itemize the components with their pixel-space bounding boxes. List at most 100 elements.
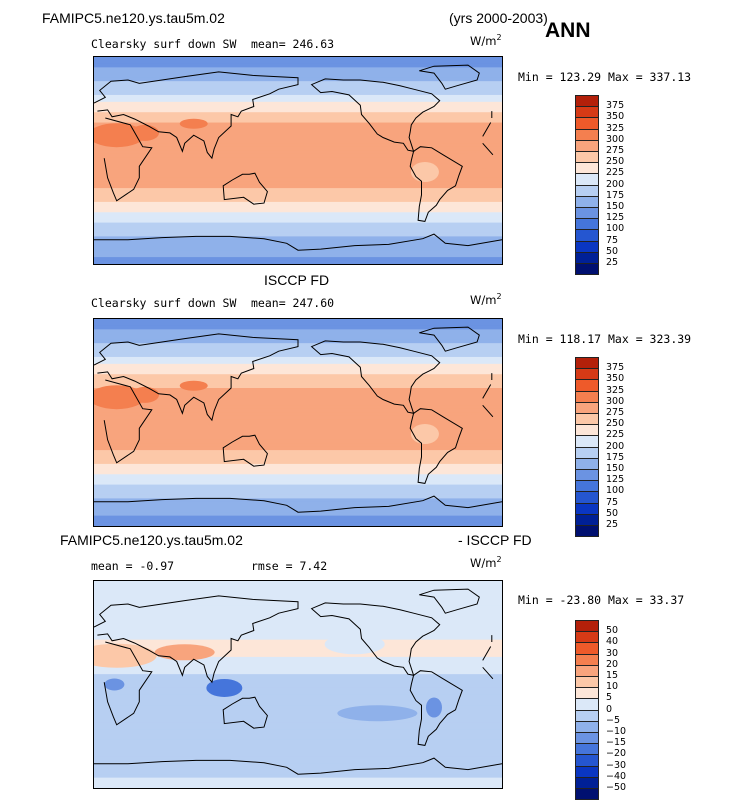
colorbar-label: 150 (606, 201, 625, 212)
field-band (94, 667, 502, 672)
field-band (94, 622, 502, 627)
panel2-title: ISCCP FD (264, 272, 330, 288)
coastline (409, 146, 463, 222)
field-feature (131, 124, 159, 141)
colorbar-label: 200 (606, 178, 625, 190)
colorbar-label: 175 (606, 451, 625, 463)
colorbar-label: 100 (606, 485, 625, 497)
field-band (94, 184, 502, 189)
field-band (94, 246, 502, 251)
field-band (94, 501, 502, 506)
field-band (94, 253, 502, 258)
field-band (94, 753, 502, 758)
field-band (94, 439, 502, 444)
field-band (94, 236, 502, 241)
colorbar-label: 25 (606, 257, 619, 268)
field-band (94, 257, 502, 262)
panel3-map-svg (94, 581, 502, 788)
panel3-title-left: FAMIPC5.ne120.ys.tau5m.02 (60, 532, 243, 548)
field-band (94, 232, 502, 237)
field-band (94, 691, 502, 696)
panel2-map-svg (94, 319, 502, 526)
field-band (94, 229, 502, 234)
field-band (94, 188, 502, 193)
colorbar-label: −10 (606, 726, 627, 737)
colorbar-label: 20 (606, 658, 619, 670)
field-band (94, 639, 502, 644)
field-feature (94, 123, 145, 148)
field-band (94, 391, 502, 396)
colorbar-label: 375 (606, 100, 625, 112)
field-band (94, 146, 502, 151)
field-band (94, 436, 502, 441)
field-band (94, 198, 502, 203)
field-band (94, 346, 502, 351)
field-band (94, 491, 502, 496)
field-band (94, 719, 502, 724)
field-band (94, 143, 502, 148)
field-band (94, 460, 502, 465)
field-band (94, 467, 502, 472)
model-title: FAMIPC5.ne120.ys.tau5m.02 (42, 10, 225, 26)
panel1-mean: mean= 246.63 (251, 37, 335, 51)
field-band (94, 136, 502, 141)
field-band (94, 687, 502, 692)
field-band (94, 212, 502, 217)
field-band (94, 432, 502, 437)
field-band (94, 677, 502, 682)
field-band (94, 429, 502, 434)
panel2-map (93, 318, 503, 527)
field-band (94, 519, 502, 524)
panel1-minmax: Min = 123.29 Max = 337.13 (518, 70, 692, 84)
field-band (94, 746, 502, 751)
colorbar-label: 350 (606, 373, 625, 385)
field-feature (154, 644, 215, 661)
field-feature (337, 705, 418, 722)
field-band (94, 712, 502, 717)
field-feature (410, 424, 439, 444)
field-band (94, 98, 502, 103)
field-band (94, 208, 502, 213)
field-band (94, 350, 502, 355)
field-band (94, 374, 502, 379)
field-band (94, 129, 502, 134)
coastline (222, 696, 268, 729)
field-band (94, 150, 502, 155)
field-band (94, 650, 502, 655)
coastline (222, 434, 268, 467)
colorbar-label: 125 (606, 474, 625, 486)
colorbar-label: 75 (606, 234, 619, 246)
field-band (94, 60, 502, 65)
field-band (94, 515, 502, 520)
field-band (94, 226, 502, 231)
field-band (94, 388, 502, 393)
field-band (94, 736, 502, 741)
field-band (94, 157, 502, 162)
year-range: (yrs 2000-2003) (449, 10, 548, 26)
field-band (94, 370, 502, 375)
field-feature (179, 380, 208, 391)
panel2-units: W/m2 (470, 292, 502, 307)
coastline (103, 117, 494, 202)
field-band (94, 101, 502, 106)
panel3-title-right: - ISCCP FD (458, 532, 532, 548)
field-feature (426, 697, 442, 718)
coastline (94, 71, 493, 160)
field-band (94, 670, 502, 675)
field-band (94, 653, 502, 658)
field-band (94, 325, 502, 330)
colorbar-label: 300 (606, 395, 625, 407)
field-band (94, 715, 502, 720)
field-band (94, 708, 502, 713)
field-band (94, 770, 502, 775)
field-band (94, 177, 502, 182)
field-band (94, 126, 502, 131)
field-band (94, 360, 502, 365)
panel3-mean: mean = -0.97 (91, 559, 175, 573)
field-band (94, 191, 502, 196)
field-band (94, 353, 502, 358)
coastline (310, 78, 441, 152)
field-band (94, 215, 502, 220)
panel3-map (93, 580, 503, 789)
field-band (94, 587, 502, 592)
